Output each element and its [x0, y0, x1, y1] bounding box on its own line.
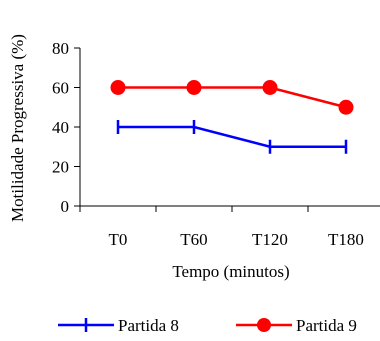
- legend-label: Partida 8: [118, 316, 179, 335]
- legend-item: Partida 8: [58, 316, 179, 335]
- x-tick-label: T60: [180, 230, 207, 249]
- x-tick-label: T0: [109, 230, 128, 249]
- series-2: [110, 80, 354, 115]
- x-axis: T0 T60 T120 T180: [79, 205, 380, 249]
- legend-marker: [257, 318, 271, 332]
- data-point: [262, 80, 278, 95]
- series-line: [118, 125, 346, 148]
- y-axis-title: Motilidade Progressiva (%): [8, 34, 27, 222]
- y-tick-label: 40: [52, 118, 69, 137]
- series-1: [116, 120, 348, 154]
- y-axis: 0 20 40 60 80: [52, 39, 81, 216]
- legend-item: Partida 9: [236, 316, 357, 335]
- y-tick-label: 80: [52, 39, 69, 58]
- plot-area: [110, 80, 354, 154]
- data-point: [186, 80, 202, 95]
- y-tick-label: 20: [52, 158, 69, 177]
- x-axis-title: Tempo (minutos): [172, 262, 289, 281]
- legend: Partida 8 Partida 9: [58, 316, 357, 335]
- y-tick-label: 60: [52, 79, 69, 98]
- data-point: [338, 99, 354, 115]
- x-tick-label: T120: [252, 230, 288, 249]
- series-line: [118, 86, 347, 109]
- y-tick-label: 0: [61, 197, 70, 216]
- legend-label: Partida 9: [296, 316, 357, 335]
- x-tick-label: T180: [328, 230, 364, 249]
- data-point: [110, 80, 126, 95]
